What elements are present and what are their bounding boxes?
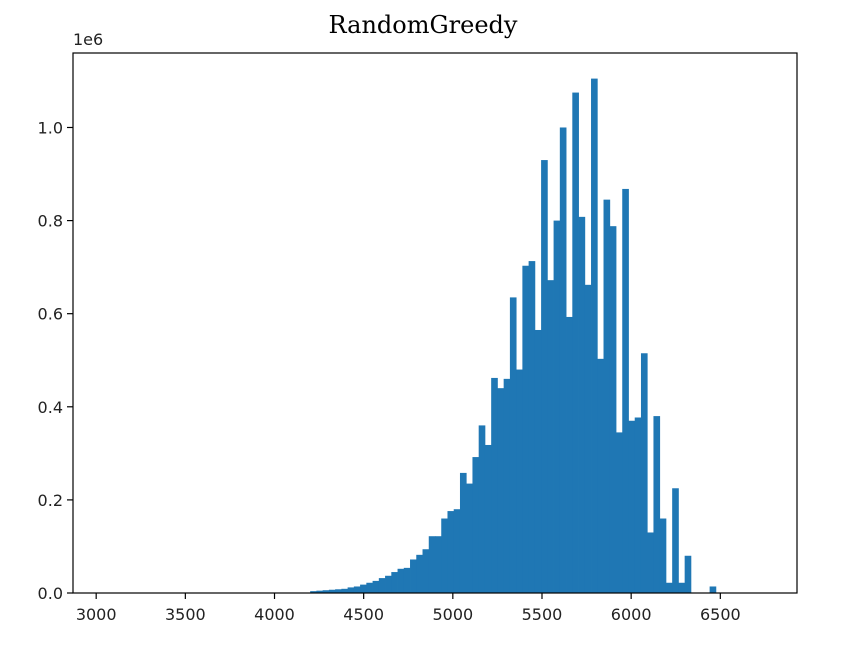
histogram-bar [572, 92, 579, 593]
chart-title: RandomGreedy [329, 11, 518, 39]
histogram-bar [403, 567, 411, 593]
histogram-bar [578, 216, 586, 594]
histogram-bar [547, 280, 554, 593]
histogram-bar [659, 518, 667, 593]
histogram-bar [422, 549, 430, 593]
histogram-bar [584, 284, 592, 593]
histogram-bar [472, 457, 480, 593]
histogram-bar [628, 420, 636, 593]
histogram-bar [484, 444, 492, 593]
x-tick-label: 6500 [700, 605, 741, 624]
histogram-bar [310, 591, 317, 593]
histogram-bar [316, 590, 324, 593]
histogram-bar [634, 417, 642, 593]
x-tick-label: 5000 [432, 605, 473, 624]
histogram-bar [378, 578, 386, 593]
histogram-bar [491, 377, 498, 593]
histogram-bar [322, 590, 330, 593]
histogram-bar [385, 575, 392, 593]
histogram-bar [447, 511, 455, 593]
histogram-bar [397, 568, 405, 593]
histogram-bar [328, 589, 336, 593]
bar-series [310, 78, 717, 594]
histogram-bar [640, 353, 648, 593]
x-tick-label: 3500 [165, 605, 206, 624]
histogram-bar [534, 329, 542, 593]
x-tick-label: 4500 [343, 605, 384, 624]
y-axis-offset-label: 1e6 [73, 30, 103, 49]
histogram-bar [528, 261, 536, 593]
histogram-bar [516, 369, 523, 593]
histogram-bar [597, 358, 604, 593]
histogram-bar [509, 297, 517, 593]
histogram-bar [616, 432, 623, 593]
histogram-bar [347, 587, 355, 593]
histogram-bar [497, 388, 505, 593]
y-tick-label: 0.8 [38, 212, 63, 231]
histogram-bar [622, 188, 629, 593]
histogram-bar [678, 582, 686, 593]
histogram-bar [453, 509, 461, 593]
y-tick-label: 0.4 [38, 398, 63, 417]
histogram-bar [609, 226, 617, 594]
histogram-bar [335, 589, 342, 593]
histogram-bar [559, 127, 567, 593]
x-tick-label: 5500 [522, 605, 563, 624]
x-axis-ticks: 3000 3500 4000 4500 5000 5500 6000 6500 [76, 593, 741, 624]
histogram-bar [553, 220, 561, 593]
y-tick-label: 0.0 [38, 584, 63, 603]
histogram-bar [428, 536, 436, 593]
histogram-bar [684, 555, 692, 593]
histogram-bar [366, 582, 373, 593]
y-tick-label: 0.2 [38, 491, 63, 510]
x-tick-label: 6000 [611, 605, 652, 624]
histogram-bar [541, 160, 548, 593]
y-tick-label: 0.6 [38, 305, 63, 324]
histogram-bar [603, 199, 611, 593]
histogram-bar [522, 265, 530, 593]
plot-frame [72, 52, 798, 594]
x-tick-label: 4000 [254, 605, 295, 624]
histogram-bar [416, 554, 423, 593]
histogram-bar [391, 572, 398, 593]
histogram-bar [653, 416, 661, 593]
histogram-bar [665, 582, 673, 593]
histogram-bar [441, 518, 448, 593]
y-tick-label: 1.0 [38, 118, 63, 137]
histogram-bar [372, 580, 380, 593]
y-axis-ticks: 0.0 0.2 0.4 0.6 0.8 1.0 [38, 118, 73, 603]
histogram-bar [591, 78, 598, 594]
x-tick-label: 3000 [76, 605, 117, 624]
histogram-bar [647, 532, 654, 593]
histogram-bar [709, 586, 717, 593]
histogram-bar [478, 425, 486, 593]
histogram-bar [360, 584, 367, 593]
histogram-bar [566, 316, 573, 593]
histogram-bar [672, 488, 679, 593]
histogram-bar [459, 472, 467, 593]
histogram-bar [353, 586, 361, 593]
histogram-bar [410, 559, 417, 593]
histogram-bar [341, 588, 349, 593]
histogram-bar [466, 483, 473, 593]
histogram-bar [503, 378, 511, 593]
histogram-bar [435, 536, 442, 593]
